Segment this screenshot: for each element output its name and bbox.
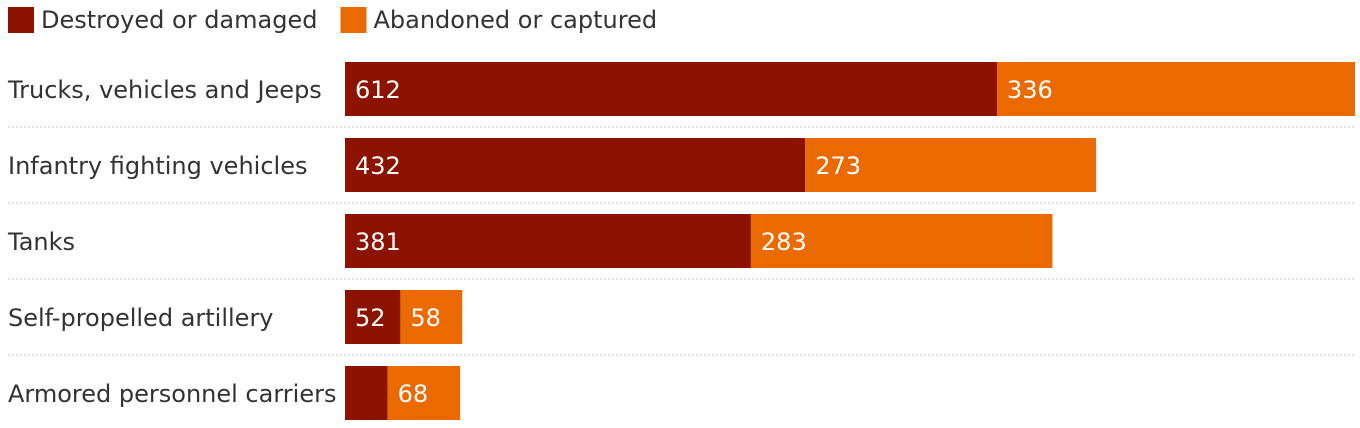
- bar-value-label: 432: [355, 152, 401, 180]
- bar-segment: [345, 138, 806, 192]
- legend-swatch: [8, 7, 34, 33]
- legend-label: Destroyed or damaged: [41, 6, 317, 34]
- bar-value-label: 68: [398, 380, 429, 408]
- bar-segment: [400, 290, 463, 344]
- bar-value-label: 283: [761, 228, 807, 256]
- bar-row: Armored personnel carriers 68: [8, 366, 461, 420]
- bar-segment: [387, 366, 461, 420]
- category-label: Self-propelled artillery: [8, 304, 274, 332]
- bar-value-label: 273: [815, 152, 861, 180]
- category-label: Infantry fighting vehicles: [8, 152, 307, 180]
- chart-rows: Trucks, vehicles and Jeeps 612 336 Infantry…: [7, 62, 1355, 420]
- legend-swatch: [340, 7, 367, 33]
- bar-row: Tanks 381 283: [7, 214, 1053, 268]
- bar-value-label: 336: [1007, 76, 1053, 104]
- bar-segment: [345, 366, 388, 420]
- legend-label: Abandoned or captured: [373, 6, 657, 34]
- bar-segment: [345, 290, 401, 344]
- bar-row: Self-propelled artillery 52 58: [8, 290, 463, 344]
- bar-row: Infantry fighting vehicles 432 273: [8, 138, 1097, 192]
- bar-segment: [997, 62, 1355, 116]
- legend-item-1: Abandoned or captured: [340, 6, 657, 34]
- legend: Destroyed or damaged Abandoned or capture…: [8, 6, 657, 34]
- row-separators: [8, 126, 1355, 356]
- category-label: Armored personnel carriers: [8, 380, 336, 408]
- bar-segment: [345, 62, 998, 116]
- bar-value-label: 612: [355, 76, 401, 104]
- category-label: Trucks, vehicles and Jeeps: [7, 76, 322, 104]
- bar-value-label: 381: [355, 228, 401, 256]
- bar-value-label: 52: [355, 304, 386, 332]
- category-label: Tanks: [7, 228, 75, 256]
- bar-value-label: 58: [410, 304, 441, 332]
- bar-segment: [805, 138, 1097, 192]
- legend-item-0: Destroyed or damaged: [8, 6, 317, 34]
- bar-row: Trucks, vehicles and Jeeps 612 336: [7, 62, 1355, 116]
- bar-segment: [750, 214, 1053, 268]
- bar-segment: [345, 214, 751, 268]
